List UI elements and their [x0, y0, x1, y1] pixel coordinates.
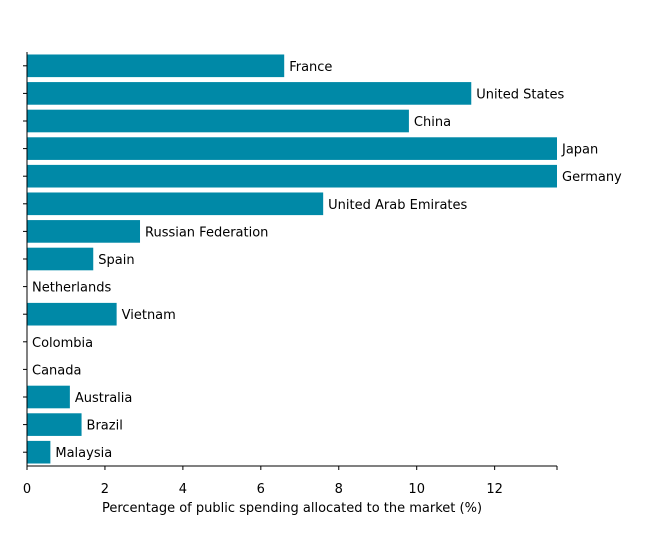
bar-france	[27, 54, 285, 78]
y-ticks-group	[23, 65, 27, 453]
bar-malaysia	[27, 440, 51, 464]
x-axis-label: Percentage of public spending allocated …	[102, 501, 482, 516]
x-tick-label: 6	[257, 482, 265, 497]
x-tick-label: 4	[179, 482, 187, 497]
bar-china	[27, 109, 409, 133]
bar-label-united-states: United States	[476, 87, 564, 102]
bar-united-states	[27, 82, 472, 105]
x-tick-label: 2	[101, 482, 109, 497]
bar-label-united-arab-emirates: United Arab Emirates	[328, 198, 467, 213]
x-tick-label: 8	[335, 482, 343, 497]
bar-label-netherlands: Netherlands	[32, 281, 111, 296]
bar-australia	[27, 385, 70, 409]
bar-spain	[27, 247, 94, 271]
bar-japan	[27, 137, 557, 160]
bar-label-canada: Canada	[32, 363, 81, 378]
bar-germany	[27, 164, 557, 188]
bar-label-spain: Spain	[98, 253, 134, 268]
bar-label-vietnam: Vietnam	[122, 308, 176, 323]
bar-label-germany: Germany	[562, 170, 622, 185]
bar-label-france: France	[289, 60, 332, 75]
bar-label-malaysia: Malaysia	[55, 446, 112, 461]
bar-label-colombia: Colombia	[32, 336, 93, 351]
bar-labels-group: France United States China Japan Germany Unit…	[32, 60, 622, 461]
bar-label-japan: Japan	[561, 143, 598, 158]
bar-label-australia: Australia	[75, 391, 133, 406]
bar-brazil	[27, 413, 82, 436]
x-ticks-group: 0 2 4 6 8 10 12	[23, 466, 558, 497]
x-tick-label: 0	[23, 482, 31, 497]
x-tick-label: 12	[486, 482, 503, 497]
bar-russian-federation	[27, 220, 141, 243]
bar-vietnam	[27, 302, 117, 326]
x-tick-label: 10	[408, 482, 425, 497]
bar-label-brazil: Brazil	[87, 419, 123, 434]
bar-label-russian-federation: Russian Federation	[145, 225, 268, 240]
bars-group	[27, 54, 557, 464]
bar-united-arab-emirates	[27, 192, 324, 216]
bar-label-china: China	[414, 115, 451, 130]
